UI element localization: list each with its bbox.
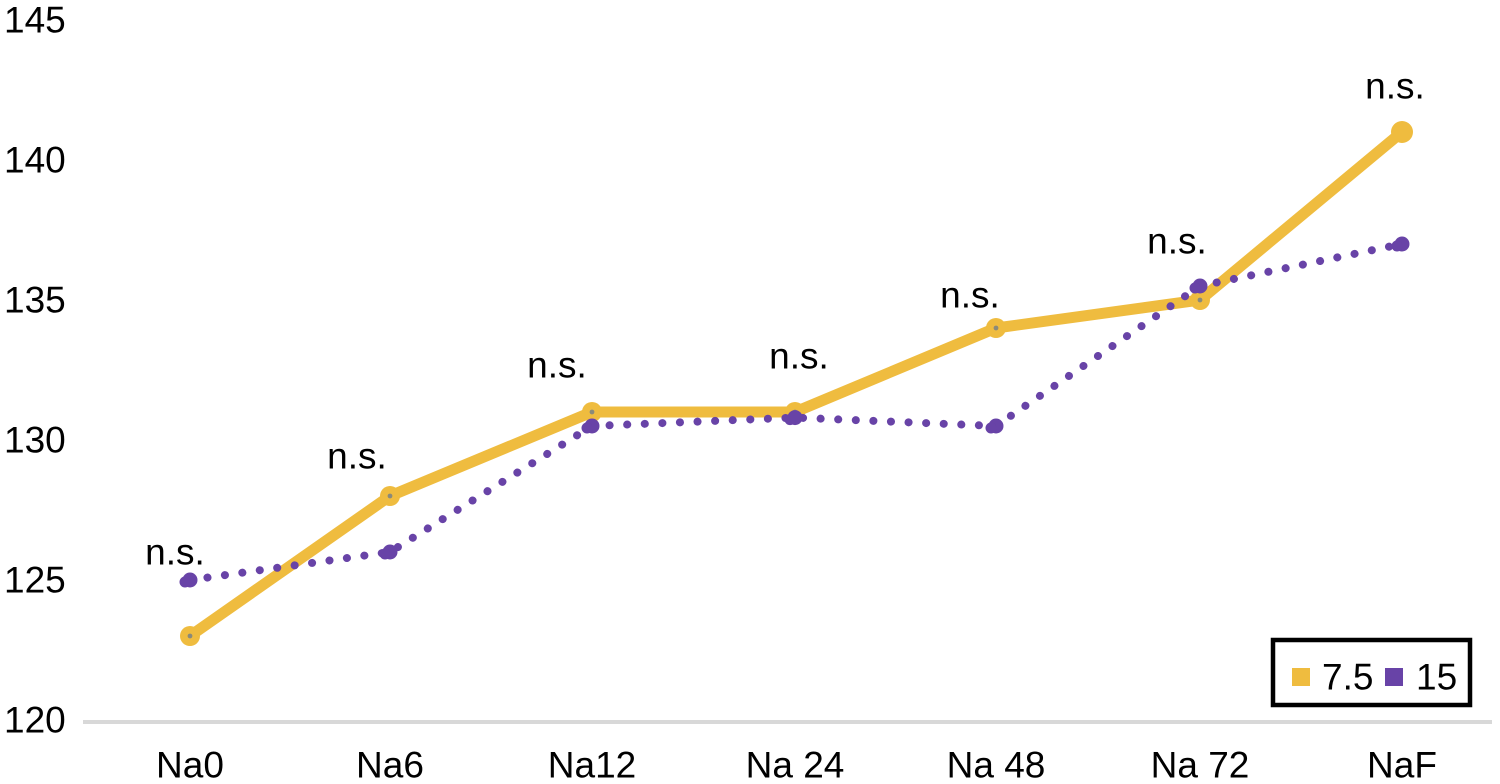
y-axis-tick-label: 135 — [4, 280, 66, 321]
legend-swatch-15 — [1385, 668, 1403, 686]
y-axis-tick-label: 140 — [4, 140, 66, 181]
series-15-point-blob — [784, 414, 796, 426]
x-axis-category-label: Na6 — [356, 745, 424, 784]
series-15-point-blob — [581, 422, 593, 434]
y-axis-tick-label: 120 — [4, 700, 66, 741]
series-7\.5-marker-center-dot — [387, 493, 393, 499]
y-axis-tick-label: 145 — [4, 0, 66, 41]
series-7\.5-marker-center-dot — [993, 325, 999, 331]
legend-label-7\.5: 7.5 — [1322, 657, 1373, 698]
series-7\.5-marker-center-dot — [187, 633, 193, 639]
series-7\.5-marker-center-dot — [589, 409, 595, 415]
series-15-point-blob — [379, 548, 391, 560]
series-15-point-blob — [985, 422, 997, 434]
series-7\.5-marker — [1391, 121, 1413, 143]
series-15-point-blob — [179, 576, 191, 588]
series-15-point-blob — [1189, 282, 1201, 294]
x-axis-category-label: Na 72 — [1151, 745, 1250, 784]
ns-annotation: n.s. — [1365, 66, 1425, 107]
x-axis-category-label: Na12 — [548, 745, 636, 784]
legend-swatch-7\.5 — [1292, 668, 1310, 686]
x-axis-category-label: Na 48 — [947, 745, 1046, 784]
series-7\.5-line — [184, 126, 1408, 642]
ns-annotation: n.s. — [940, 275, 1000, 316]
x-axis-category-label: NaF — [1367, 745, 1437, 784]
ns-annotation: n.s. — [1147, 221, 1207, 262]
y-axis-tick-label: 125 — [4, 560, 66, 601]
ns-annotation: n.s. — [327, 436, 387, 477]
ns-annotation: n.s. — [527, 345, 587, 386]
legend-label-15: 15 — [1416, 657, 1457, 698]
ns-annotation: n.s. — [769, 336, 829, 377]
x-axis-category-label: Na0 — [156, 745, 224, 784]
ns-annotation: n.s. — [145, 532, 205, 573]
x-axis-category-label: Na 24 — [746, 745, 845, 784]
y-axis-tick-label: 130 — [4, 420, 66, 461]
series-15-point-blob — [1391, 240, 1403, 252]
series-7\.5-marker-center-dot — [1197, 297, 1203, 303]
